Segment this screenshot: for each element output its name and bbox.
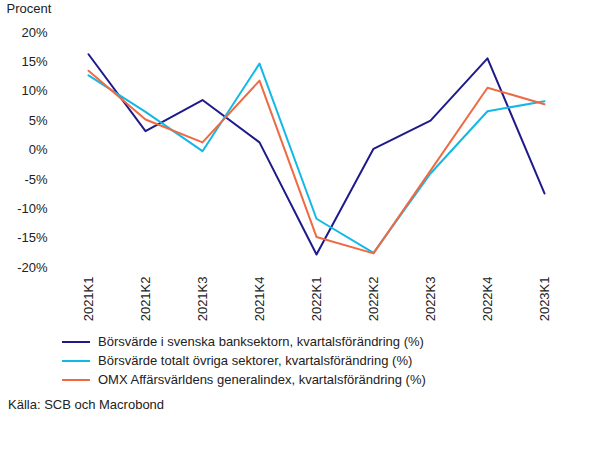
svg-text:20%: 20% xyxy=(21,25,47,40)
svg-text:2021K4: 2021K4 xyxy=(252,277,267,322)
svg-text:-5%: -5% xyxy=(24,172,48,187)
svg-text:-15%: -15% xyxy=(17,230,48,245)
html-text:Börsvärde totalt övriga sektor: Börsvärde totalt övriga sektorer, kvarta… xyxy=(98,353,413,368)
svg-text:5%: 5% xyxy=(29,113,48,128)
svg-text:0%: 0% xyxy=(29,142,48,157)
svg-text:-20%: -20% xyxy=(17,260,48,275)
html-text:Källa: SCB och Macrobond: Källa: SCB och Macrobond xyxy=(8,397,165,412)
svg-text:2022K3: 2022K3 xyxy=(423,277,438,322)
svg-text:2023K1: 2023K1 xyxy=(537,277,552,322)
svg-text:-10%: -10% xyxy=(17,201,48,216)
svg-text:2022K1: 2022K1 xyxy=(309,277,324,322)
svg-text:2022K4: 2022K4 xyxy=(480,277,495,322)
html-text:Börsvärde i svenska banksektor: Börsvärde i svenska banksektorn, kvartal… xyxy=(98,334,424,349)
svg-text:15%: 15% xyxy=(21,54,47,69)
html-text:OMX Affärsvärldens generalinde: OMX Affärsvärldens generalindex, kvartal… xyxy=(98,372,426,387)
svg-text:Procent: Procent xyxy=(7,1,52,16)
svg-text:2021K1: 2021K1 xyxy=(81,277,96,322)
svg-text:10%: 10% xyxy=(21,83,47,98)
svg-text:2022K2: 2022K2 xyxy=(366,277,381,322)
svg-text:2021K3: 2021K3 xyxy=(195,277,210,322)
svg-text:2021K2: 2021K2 xyxy=(138,277,153,322)
